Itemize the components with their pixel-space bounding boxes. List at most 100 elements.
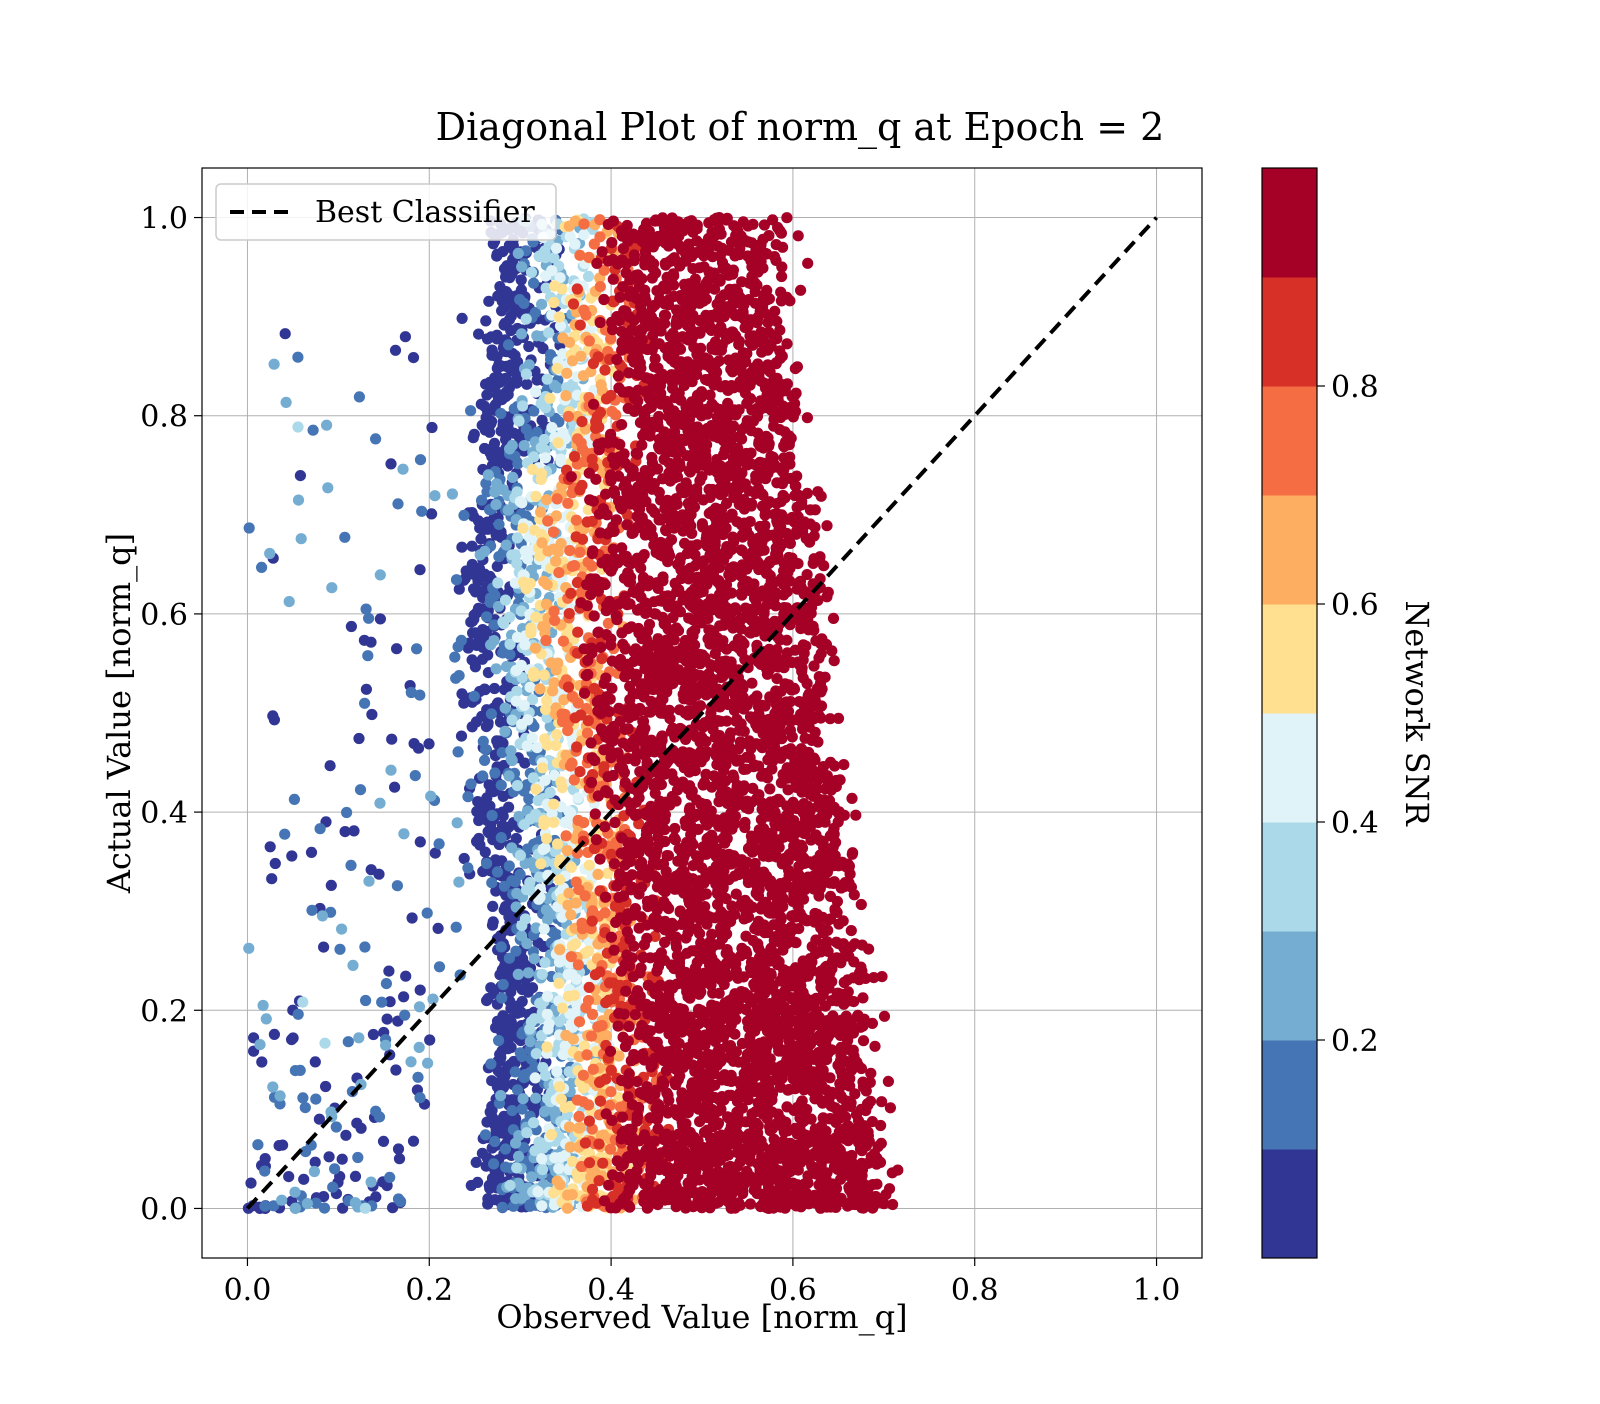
scatter-point bbox=[347, 960, 358, 971]
scatter-point bbox=[309, 1166, 320, 1177]
scatter-point bbox=[551, 929, 562, 940]
scatter-point bbox=[501, 260, 512, 271]
scatter-point bbox=[838, 759, 849, 770]
scatter-point bbox=[595, 317, 606, 328]
scatter-point bbox=[546, 1129, 557, 1140]
scatter-point bbox=[544, 393, 555, 404]
scatter-point bbox=[310, 1094, 321, 1105]
scatter-point bbox=[565, 761, 576, 772]
scatter-point bbox=[256, 1056, 267, 1067]
scatter-point bbox=[615, 912, 626, 923]
scatter-point bbox=[597, 1158, 608, 1169]
scatter-point bbox=[343, 1036, 354, 1047]
scatter-point bbox=[293, 1009, 304, 1020]
scatter-point bbox=[583, 1099, 594, 1110]
scatter-point bbox=[526, 267, 537, 278]
scatter-point bbox=[493, 375, 504, 386]
scatter-point bbox=[390, 1064, 401, 1075]
scatter-point bbox=[610, 409, 621, 420]
scatter-point bbox=[594, 231, 605, 242]
scatter-point bbox=[346, 621, 357, 632]
scatter-point bbox=[296, 533, 307, 544]
scatter-point bbox=[537, 762, 548, 773]
scatter-point bbox=[471, 806, 482, 817]
scatter-point bbox=[591, 258, 602, 269]
scatter-point bbox=[590, 969, 601, 980]
scatter-point bbox=[596, 379, 607, 390]
scatter-point bbox=[494, 281, 505, 292]
scatter-point bbox=[458, 698, 469, 709]
scatter-point bbox=[535, 506, 546, 517]
scatter-point bbox=[453, 641, 464, 652]
scatter-point bbox=[410, 770, 421, 781]
scatter-point bbox=[334, 944, 345, 955]
scatter-point bbox=[479, 755, 490, 766]
scatter-point bbox=[324, 1151, 335, 1162]
scatter-point bbox=[497, 1010, 508, 1021]
scatter-point bbox=[269, 714, 280, 725]
scatter-point bbox=[573, 959, 584, 970]
scatter-point bbox=[447, 488, 458, 499]
scatter-point bbox=[546, 422, 557, 433]
scatter-point bbox=[535, 858, 546, 869]
scatter-point bbox=[366, 709, 377, 720]
scatter-point bbox=[390, 345, 401, 356]
scatter-point bbox=[544, 1018, 555, 1029]
scatter-point bbox=[465, 778, 476, 789]
scatter-point bbox=[462, 862, 473, 873]
scatter-point bbox=[521, 379, 532, 390]
scatter-point bbox=[574, 766, 585, 777]
scatter-point bbox=[564, 221, 575, 232]
scatter-point bbox=[600, 892, 611, 903]
scatter-point bbox=[300, 1102, 311, 1113]
scatter-point bbox=[385, 458, 396, 469]
scatter-point bbox=[569, 560, 580, 571]
scatter-point bbox=[542, 374, 553, 385]
scatter-point bbox=[289, 794, 300, 805]
scatter-point bbox=[422, 1058, 433, 1069]
scatter-point bbox=[569, 451, 580, 462]
scatter-point bbox=[487, 901, 498, 912]
scatter-point bbox=[414, 1092, 425, 1103]
scatter-point bbox=[489, 1136, 500, 1147]
scatter-point bbox=[489, 767, 500, 778]
scatter-point bbox=[453, 877, 464, 888]
scatter-point bbox=[586, 777, 597, 788]
scatter-point bbox=[530, 387, 541, 398]
scatter-point bbox=[571, 515, 582, 526]
scatter-point bbox=[319, 1038, 330, 1049]
scatter-point bbox=[469, 429, 480, 440]
scatter-point bbox=[516, 920, 527, 931]
scatter-point bbox=[511, 686, 522, 697]
scatter-point bbox=[524, 1023, 535, 1034]
scatter-point bbox=[584, 982, 595, 993]
scatter-point bbox=[292, 421, 303, 432]
scatter-point bbox=[597, 1020, 608, 1031]
scatter-point bbox=[306, 905, 317, 916]
scatter-point bbox=[451, 574, 462, 585]
scatter-point bbox=[489, 487, 500, 498]
scatter-point bbox=[613, 1008, 624, 1019]
scatter-point bbox=[584, 468, 595, 479]
scatter-point bbox=[519, 700, 530, 711]
scatter-point bbox=[471, 1157, 482, 1168]
scatter-point bbox=[568, 1034, 579, 1045]
scatter-point bbox=[513, 248, 524, 259]
scatter-point bbox=[538, 815, 549, 826]
scatter-point bbox=[621, 949, 632, 960]
scatter-point bbox=[557, 1003, 568, 1014]
scatter-point bbox=[521, 369, 532, 380]
scatter-point bbox=[504, 612, 515, 623]
scatter-point bbox=[384, 1172, 395, 1183]
scatter-point bbox=[574, 547, 585, 558]
scatter-point bbox=[386, 734, 397, 745]
scatter-point bbox=[393, 1143, 404, 1154]
scatter-point bbox=[562, 900, 573, 911]
scatter-point bbox=[587, 905, 598, 916]
scatter-point bbox=[594, 854, 605, 865]
scatter-point bbox=[519, 819, 530, 830]
scatter-point bbox=[408, 1136, 419, 1147]
scatter-point bbox=[563, 991, 574, 1002]
scatter-point bbox=[373, 869, 384, 880]
scatter-point bbox=[551, 243, 562, 254]
